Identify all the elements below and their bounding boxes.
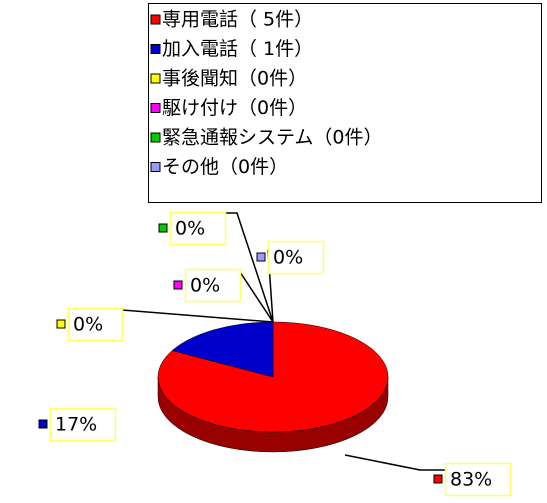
leader-line xyxy=(239,271,274,323)
label-box xyxy=(67,307,124,342)
leader-line xyxy=(225,212,274,323)
data-label: 0% xyxy=(273,247,303,269)
label-swatch xyxy=(173,280,183,290)
data-label: 0% xyxy=(73,314,103,336)
leader-line xyxy=(121,309,274,323)
legend-label: 事後聞知（0件） xyxy=(162,68,307,90)
legend-label: 駆け付け（0件） xyxy=(162,97,307,119)
legend-swatch xyxy=(150,162,161,172)
label-box xyxy=(267,240,325,275)
label-box xyxy=(184,268,242,303)
legend-swatch xyxy=(150,132,161,143)
data-label: 83% xyxy=(450,469,492,491)
label-swatch xyxy=(56,319,66,329)
label-box xyxy=(169,211,227,246)
label-swatch xyxy=(256,252,266,262)
legend-swatch xyxy=(150,44,161,54)
legend-swatch xyxy=(150,103,161,113)
slice xyxy=(171,321,274,378)
label-swatch xyxy=(158,223,168,233)
leader-line xyxy=(344,454,445,471)
label-swatch xyxy=(433,474,443,484)
data-label: 17% xyxy=(55,414,97,436)
data-label: 0% xyxy=(190,275,220,297)
data-label: 0% xyxy=(175,218,205,240)
legend-label: その他（0件） xyxy=(162,156,288,178)
legend-swatch xyxy=(150,14,161,25)
label-swatch xyxy=(38,419,48,429)
legend-label: 緊急通報システム（0件） xyxy=(162,127,383,149)
legend-label: 専用電話（ 5件） xyxy=(162,9,313,31)
label-box xyxy=(444,462,512,497)
legend-box xyxy=(148,3,542,203)
legend-label: 加入電話（ 1件） xyxy=(162,38,313,60)
legend-swatch xyxy=(150,73,161,84)
label-box xyxy=(49,407,117,442)
